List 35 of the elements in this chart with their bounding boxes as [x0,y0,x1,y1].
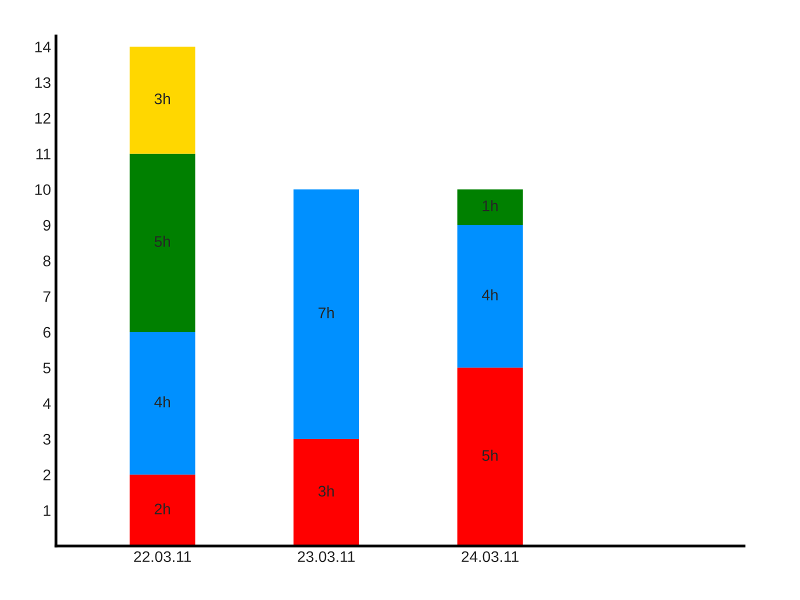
y-tick-label: 5 [43,362,50,374]
data-label: 4h [482,289,498,300]
y-tick-label: 8 [43,256,50,266]
bar [294,189,360,440]
bar [457,189,523,226]
bar [130,332,196,475]
y-tick-label: 6 [43,326,50,338]
data-label: 3h [154,93,170,104]
y-tick-label: 2 [43,470,50,480]
bar [130,474,196,546]
y-tick-label: 7 [43,291,50,302]
data-label: 7h [318,307,334,318]
bar [130,154,196,332]
bar [457,368,523,546]
x-tick-label: 24.03.11 [462,551,519,562]
bar [294,439,360,546]
x-tick-label: 23.03.11 [298,551,355,562]
bar [130,46,196,154]
x-tick-label: 22.03.11 [134,551,191,562]
y-tick-label: 4 [42,398,51,409]
y-tick-label: 14 [35,42,51,52]
y-tick-label: 10 [35,184,51,196]
y-tick-label: 1 [44,505,50,516]
y-tick-label: 3 [43,434,50,445]
data-label: 3h [318,485,334,497]
data-label: 5h [482,450,498,461]
data-label: 2h [154,503,170,514]
y-tick-label: 9 [43,220,50,231]
y-tick-label: 13 [35,77,50,88]
data-label: 5h [154,236,170,247]
data-label: 1h [482,200,498,212]
y-tick-label: 12 [35,112,50,124]
bar [457,225,523,368]
y-tick-label: 11 [36,148,50,160]
data-label: 4h [154,396,170,408]
